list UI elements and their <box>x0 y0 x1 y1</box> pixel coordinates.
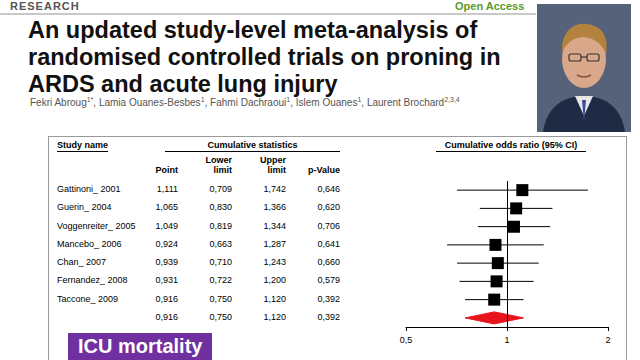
svg-text:1: 1 <box>504 335 509 345</box>
html-text:Fekri Abroug1*, Lamia Ouanes-B: Fekri Abroug1*, Lamia Ouanes-Besbes1, Fa… <box>30 96 460 109</box>
html-text:1,287: 1,287 <box>263 238 286 249</box>
html-text:0,830: 0,830 <box>209 202 232 213</box>
html-text:0,722: 0,722 <box>209 275 232 286</box>
html-text:1,065: 1,065 <box>155 202 178 213</box>
html-text:0,706: 0,706 <box>317 220 340 231</box>
html-text:1,243: 1,243 <box>263 257 286 268</box>
html-text:0,924: 0,924 <box>155 238 178 249</box>
html-text:0,931: 0,931 <box>155 275 178 286</box>
html-text:1,120: 1,120 <box>263 293 286 304</box>
html-text:0,660: 0,660 <box>317 257 340 268</box>
html-text:0,392: 0,392 <box>317 311 340 322</box>
html-text:ICU mortality: ICU mortality <box>78 335 203 357</box>
html-text:Cumulative odds ratio (95% CI): Cumulative odds ratio (95% CI) <box>444 140 578 150</box>
html-text:Point: Point <box>155 165 178 175</box>
html-text:An updated study-level meta-an: An updated study-level meta-analysis of … <box>28 17 501 97</box>
html-text:0,939: 0,939 <box>155 257 178 268</box>
html-text:1,742: 1,742 <box>263 184 286 195</box>
html-text:Taccone_ 2009: Taccone_ 2009 <box>57 293 119 304</box>
html-text:Chan_ 2007: Chan_ 2007 <box>57 257 106 268</box>
html-text:Mancebo_ 2006: Mancebo_ 2006 <box>57 238 122 249</box>
html-text:RESEARCH: RESEARCH <box>10 0 80 12</box>
html-text:p-Value: p-Value <box>308 165 340 175</box>
html-text:Cumulative statistics: Cumulative statistics <box>207 140 298 150</box>
html-text:0,916: 0,916 <box>155 311 178 322</box>
html-text:limit: limit <box>267 165 286 175</box>
html-text:Voggenreiter_ 2005: Voggenreiter_ 2005 <box>57 220 136 231</box>
html-text:0,392: 0,392 <box>317 293 340 304</box>
html-text:Upper: Upper <box>260 155 286 165</box>
html-text:1,200: 1,200 <box>263 275 286 286</box>
html-text:0,916: 0,916 <box>155 293 178 304</box>
html-text:0,641: 0,641 <box>317 238 340 249</box>
html-text:1,344: 1,344 <box>263 220 286 231</box>
html-text:0,579: 0,579 <box>317 275 340 286</box>
html-text:0,750: 0,750 <box>209 293 232 304</box>
html-text:0,750: 0,750 <box>209 311 232 322</box>
html-text:0,710: 0,710 <box>209 257 232 268</box>
html-text:1,049: 1,049 <box>155 220 178 231</box>
html-text:0,620: 0,620 <box>317 202 340 213</box>
html-text:Guerin_ 2004: Guerin_ 2004 <box>57 202 112 213</box>
html-text:limit: limit <box>213 165 232 175</box>
html-text:Study name: Study name <box>57 140 108 150</box>
html-text:1,366: 1,366 <box>263 202 286 213</box>
html-text:1,111: 1,111 <box>156 184 178 195</box>
html-text:1,120: 1,120 <box>263 311 286 322</box>
html-text:0,709: 0,709 <box>209 184 232 195</box>
html-text:0,819: 0,819 <box>209 220 232 231</box>
html-text:Open Access: Open Access <box>455 0 525 12</box>
html-text:0,646: 0,646 <box>317 184 340 195</box>
html-text:Fernandez_ 2008: Fernandez_ 2008 <box>57 275 128 286</box>
svg-text:2: 2 <box>605 335 610 345</box>
html-text:0,663: 0,663 <box>209 238 232 249</box>
svg-text:0,5: 0,5 <box>400 335 413 345</box>
html-text:Gattinoni_ 2001: Gattinoni_ 2001 <box>57 184 121 195</box>
html-text:Lower: Lower <box>205 155 232 165</box>
